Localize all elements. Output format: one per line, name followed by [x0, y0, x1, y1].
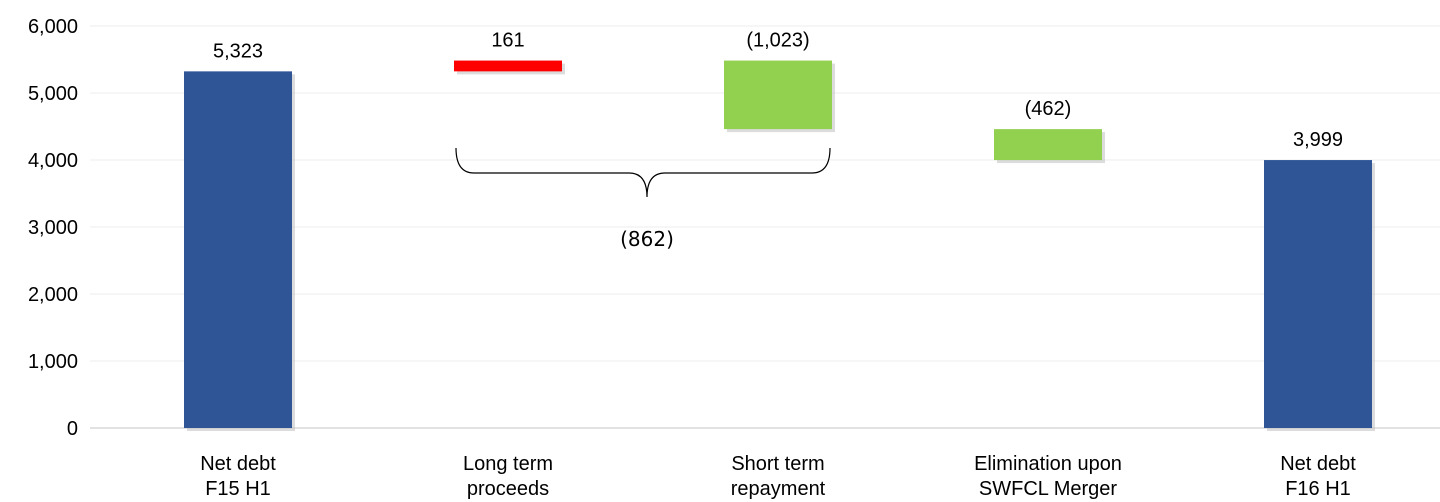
- bar: [1264, 160, 1372, 428]
- y-tick-label: 2,000: [28, 284, 78, 306]
- data-label: 5,323: [213, 40, 263, 62]
- category-label: F16 H1: [1285, 478, 1351, 500]
- y-tick-label: 6,000: [28, 16, 78, 38]
- data-label: (1,023): [746, 30, 809, 52]
- y-axis: 0 1,000 2,000 3,000 4,000 5,000 6,000: [28, 16, 78, 440]
- y-tick-label: 1,000: [28, 351, 78, 373]
- category-label: Elimination upon: [974, 453, 1122, 475]
- y-tick-label: 3,000: [28, 217, 78, 239]
- y-tick-label: 0: [67, 418, 78, 440]
- data-label: 161: [491, 30, 524, 52]
- bar: [454, 60, 562, 72]
- y-tick-label: 4,000: [28, 150, 78, 172]
- brace-annotation: (862): [455, 147, 831, 251]
- bar: [184, 71, 292, 428]
- category-label: Net debt: [1280, 453, 1356, 475]
- data-label: 3,999: [1293, 129, 1343, 151]
- brace-label: (862): [620, 227, 674, 251]
- category-label: proceeds: [467, 478, 549, 500]
- data-labels: 5,323 161 (1,023) (462) 3,999: [213, 30, 1343, 151]
- category-label: SWFCL Merger: [979, 478, 1118, 500]
- bars: [184, 60, 1375, 431]
- category-labels: Net debt F15 H1 Long term proceeds Short ter…: [200, 453, 1356, 500]
- brace-shape: [455, 147, 831, 198]
- category-label: Short term: [731, 453, 824, 475]
- data-label: (462): [1025, 98, 1072, 120]
- category-label: F15 H1: [205, 478, 271, 500]
- category-label: Long term: [463, 453, 553, 475]
- category-label: Net debt: [200, 453, 276, 475]
- category-label: repayment: [731, 478, 826, 500]
- bar: [724, 60, 832, 130]
- bar: [994, 129, 1102, 161]
- y-tick-label: 5,000: [28, 83, 78, 105]
